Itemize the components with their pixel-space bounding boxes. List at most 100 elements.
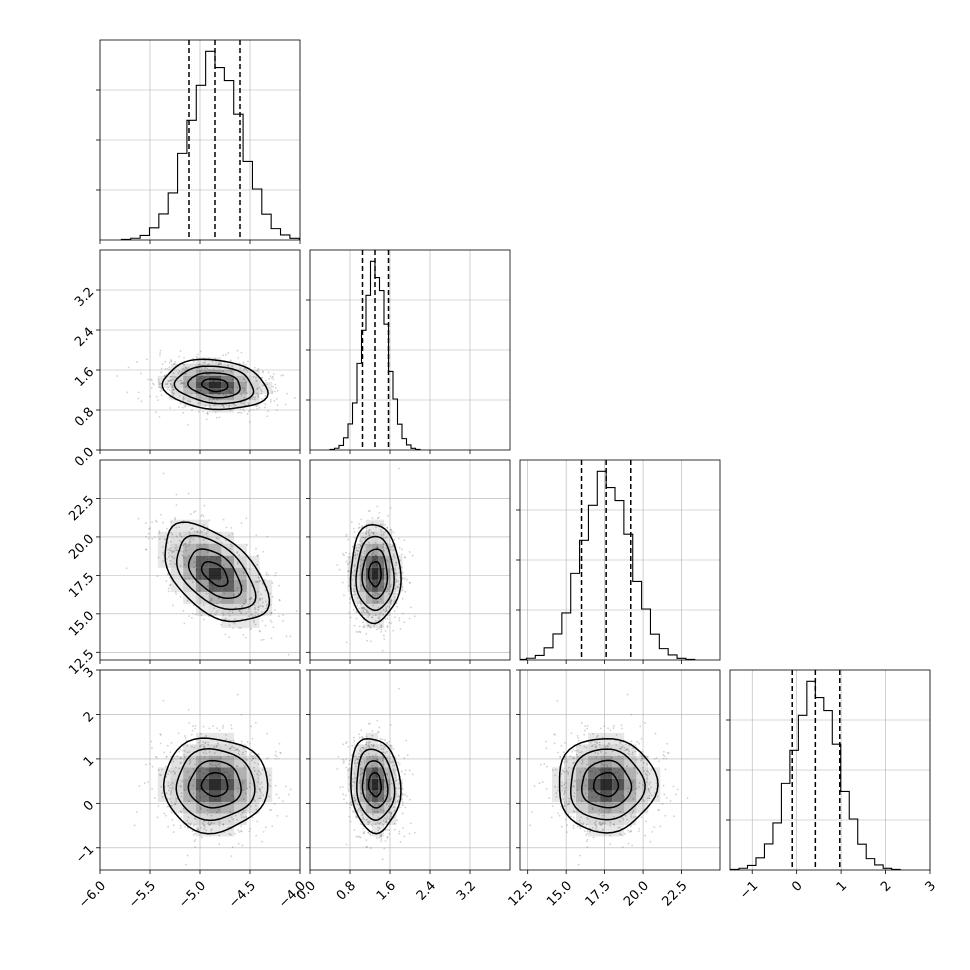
scatter-point: [198, 364, 200, 367]
scatter-point: [404, 769, 407, 772]
scatter-point: [157, 378, 160, 381]
scatter-point: [373, 601, 376, 604]
scatter-point: [229, 543, 232, 546]
scatter-point: [360, 612, 363, 615]
scatter-point: [352, 588, 355, 591]
scatter-point: [406, 578, 408, 581]
scatter-point: [365, 839, 368, 842]
scatter-point: [368, 534, 371, 537]
scatter-point: [205, 370, 207, 373]
scatter-point: [167, 587, 170, 590]
scatter-point: [363, 802, 366, 805]
scatter-point: [282, 800, 284, 803]
density-cell: [390, 555, 397, 568]
scatter-point: [217, 763, 220, 766]
scatter-point: [382, 608, 385, 611]
scatter-point: [248, 597, 251, 600]
scatter-point: [586, 846, 589, 849]
scatter-point: [222, 823, 225, 826]
scatter-point: [167, 784, 169, 787]
scatter-point: [398, 571, 401, 574]
scatter-point: [231, 533, 234, 535]
scatter-point: [203, 820, 205, 823]
scatter-point: [275, 571, 277, 574]
scatter-point: [403, 621, 406, 624]
scatter-point: [168, 548, 171, 551]
density-cell: [624, 790, 637, 802]
density-cell: [234, 755, 247, 768]
scatter-point: [379, 742, 382, 745]
scatter-point: [221, 370, 224, 372]
scatter-point: [356, 762, 359, 764]
scatter-point: [260, 390, 263, 393]
scatter-point: [182, 557, 185, 560]
scatter-point: [243, 387, 246, 390]
scatter-point: [646, 774, 649, 777]
scatter-point: [220, 756, 222, 759]
scatter-point: [353, 554, 356, 557]
density-cell: [612, 790, 625, 802]
scatter-point: [560, 825, 563, 828]
scatter-point: [352, 794, 355, 797]
density-cell: [246, 381, 260, 389]
scatter-point: [487, 766, 489, 768]
scatter-point: [204, 359, 207, 362]
scatter-point: [179, 827, 182, 829]
density-cell: [353, 744, 360, 756]
scatter-point: [254, 606, 256, 609]
panel-frame: [99, 669, 301, 871]
scatter-point: [584, 725, 587, 728]
scatter-point: [259, 790, 262, 793]
scatter-point: [345, 740, 348, 743]
scatter-point: [181, 522, 184, 525]
scatter-point: [636, 772, 639, 775]
scatter-point: [202, 361, 205, 364]
scatter-point: [231, 609, 234, 612]
scatter-point: [175, 493, 178, 496]
scatter-point: [187, 827, 189, 829]
scatter-point: [598, 809, 601, 811]
scatter-point: [377, 803, 380, 806]
scatter-point: [595, 736, 598, 739]
scatter-point: [182, 544, 185, 546]
scatter-point: [358, 752, 360, 755]
scatter-point: [352, 780, 354, 783]
scatter-point: [659, 825, 662, 828]
scatter-point: [180, 382, 183, 384]
scatter-point: [390, 548, 392, 551]
scatter-point: [234, 749, 236, 752]
scatter-point: [347, 538, 350, 541]
scatter-point: [177, 732, 180, 735]
scatter-point: [579, 854, 582, 857]
scatter-point: [344, 535, 347, 538]
scatter-point: [391, 544, 394, 547]
scatter-point: [177, 406, 180, 409]
scatter-point: [384, 617, 386, 620]
scatter-point: [369, 741, 371, 743]
scatter-point: [193, 778, 196, 780]
density-cell: [183, 375, 196, 382]
scatter-point: [211, 400, 214, 403]
scatter-point: [653, 826, 656, 829]
scatter-point: [621, 846, 624, 849]
x-tick-label: 17.5: [583, 878, 614, 909]
scatter-point: [402, 577, 404, 580]
scatter-point: [392, 555, 395, 557]
density-cell: [208, 591, 222, 604]
scatter-point: [608, 809, 611, 811]
scatter-point: [216, 602, 219, 605]
scatter-point: [251, 737, 254, 740]
scatter-point: [386, 605, 389, 608]
scatter-point: [254, 608, 257, 611]
density-cell: [170, 755, 184, 768]
scatter-point: [632, 781, 634, 783]
scatter-point: [358, 749, 361, 752]
scatter-point: [370, 616, 373, 619]
scatter-point: [256, 563, 259, 566]
scatter-point: [628, 831, 631, 833]
scatter-point: [257, 393, 260, 396]
scatter-point: [367, 804, 370, 807]
density-cell: [384, 579, 391, 592]
scatter-point: [564, 805, 566, 807]
scatter-point: [392, 553, 395, 556]
